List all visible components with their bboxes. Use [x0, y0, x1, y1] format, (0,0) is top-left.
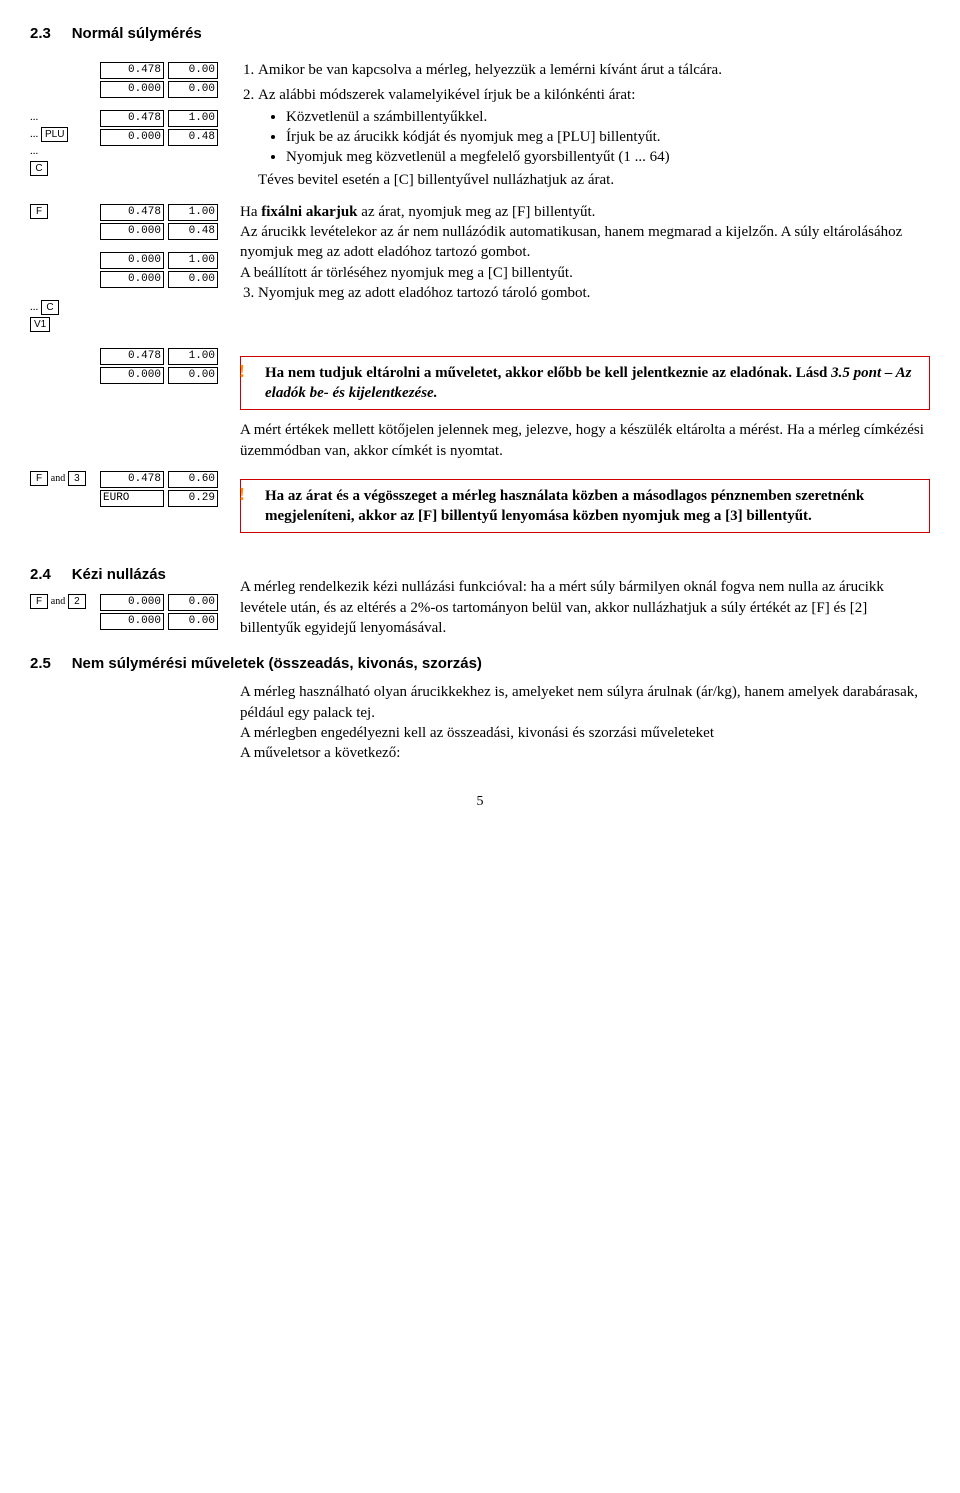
key-plu: PLU — [41, 127, 68, 142]
step-1: Amikor be van kapcsolva a mérleg, helyez… — [258, 60, 930, 80]
lcd-value: 0.000 — [100, 81, 164, 98]
section-num: 2.3 — [30, 25, 51, 42]
keypress-row: F and 2 — [30, 594, 92, 609]
lcd-value: 0.478 — [100, 348, 164, 365]
lcd-value: 0.00 — [168, 62, 218, 79]
wrong-entry-text: Téves bevitel esetén a [C] billentyűvel … — [258, 170, 930, 190]
lcd-value: 1.00 — [168, 110, 218, 127]
keypress-row: C — [30, 161, 92, 176]
warning-callout: ! Ha az árat és a végösszeget a mérleg h… — [240, 479, 930, 534]
step-3: Nyomjuk meg az adott eladóhoz tartozó tá… — [258, 283, 930, 303]
warning-icon: ! — [239, 482, 245, 506]
lcd-value: 0.000 — [100, 613, 164, 630]
sec24-body: A mérleg rendelkezik kézi nullázási funk… — [240, 577, 930, 638]
clear-price-text: A beállított ár törléséhez nyomjuk meg a… — [240, 263, 930, 283]
section-2-5-heading: 2.5 Nem súlymérési műveletek (összeadás,… — [30, 654, 930, 674]
keypress-row: ... PLU — [30, 127, 92, 142]
key-v1: V1 — [30, 317, 50, 332]
lcd-value: 0.478 — [100, 110, 164, 127]
lcd-value: 1.00 — [168, 204, 218, 221]
lcd-value: 0.000 — [100, 594, 164, 611]
lcd-value: 0.29 — [168, 490, 218, 507]
lcd-value: 0.48 — [168, 223, 218, 240]
sec25-p3: A műveletsor a következő: — [240, 743, 930, 763]
steps-list-cont: Nyomjuk meg az adott eladóhoz tartozó tá… — [240, 283, 930, 303]
keypress-row: V1 — [30, 317, 92, 332]
lcd-value: 0.00 — [168, 271, 218, 288]
warning-callout: ! Ha nem tudjuk eltárolni a műveletet, a… — [240, 356, 930, 411]
lcd-value: 1.00 — [168, 252, 218, 269]
key-c: C — [30, 161, 48, 176]
fix-price-text: Ha fixálni akarjuk az árat, nyomjuk meg … — [240, 202, 930, 222]
bullet-item: Írjuk be az árucikk kódját és nyomjuk me… — [286, 127, 930, 147]
keypress-row: F and 3 — [30, 471, 92, 486]
lcd-value: 0.478 — [100, 204, 164, 221]
lcd-value: 0.48 — [168, 129, 218, 146]
keypress-row: ... — [30, 144, 92, 159]
section-2-4-heading: 2.4 Kézi nullázás — [30, 565, 240, 585]
lcd-value: 0.000 — [100, 129, 164, 146]
lcd-value: 0.000 — [100, 223, 164, 240]
section-title: Normál súlymérés — [72, 25, 202, 42]
key-f: F — [30, 594, 48, 609]
lcd-value: 0.000 — [100, 271, 164, 288]
lcd-value: 0.00 — [168, 594, 218, 611]
keypress-row: F — [30, 204, 92, 219]
lcd-value: 0.000 — [100, 252, 164, 269]
lcd-value: EURO — [100, 490, 164, 507]
sec25-p2: A mérlegben engedélyezni kell az összead… — [240, 723, 930, 743]
sec25-p1: A mérleg használható olyan árucikkekhez … — [240, 682, 930, 723]
section-num: 2.5 — [30, 655, 51, 672]
page-number: 5 — [30, 793, 930, 812]
lcd-value: 0.00 — [168, 81, 218, 98]
section-2-3-heading: 2.3 Normál súlymérés — [30, 24, 202, 44]
remove-item-text: Az árucikk levételekor az ár nem nullázó… — [240, 222, 930, 263]
key-3: 3 — [68, 471, 86, 486]
lcd-value: 0.00 — [168, 613, 218, 630]
keypress-row: ... C — [30, 300, 92, 315]
section-num: 2.4 — [30, 566, 51, 583]
lcd-value: 0.478 — [100, 471, 164, 488]
warning-icon: ! — [239, 359, 245, 383]
lcd-value: 0.478 — [100, 62, 164, 79]
bullet-item: Közvetlenül a számbillentyűkkel. — [286, 107, 930, 127]
lcd-value: 1.00 — [168, 348, 218, 365]
lcd-value: 0.60 — [168, 471, 218, 488]
steps-list: Amikor be van kapcsolva a mérleg, helyez… — [240, 60, 930, 190]
key-f: F — [30, 204, 48, 219]
keypress-row: ... — [30, 110, 92, 125]
measured-text: A mért értékek mellett kötőjelen jelenne… — [240, 420, 930, 461]
section-title: Nem súlymérési műveletek (összeadás, kiv… — [72, 655, 482, 672]
section-title: Kézi nullázás — [72, 566, 166, 583]
key-c: C — [41, 300, 59, 315]
key-f: F — [30, 471, 48, 486]
bullet-item: Nyomjuk meg közvetlenül a megfelelő gyor… — [286, 147, 930, 167]
key-2: 2 — [68, 594, 86, 609]
lcd-value: 0.00 — [168, 367, 218, 384]
step-2: Az alábbi módszerek valamelyikével írjuk… — [258, 85, 930, 190]
lcd-value: 0.000 — [100, 367, 164, 384]
